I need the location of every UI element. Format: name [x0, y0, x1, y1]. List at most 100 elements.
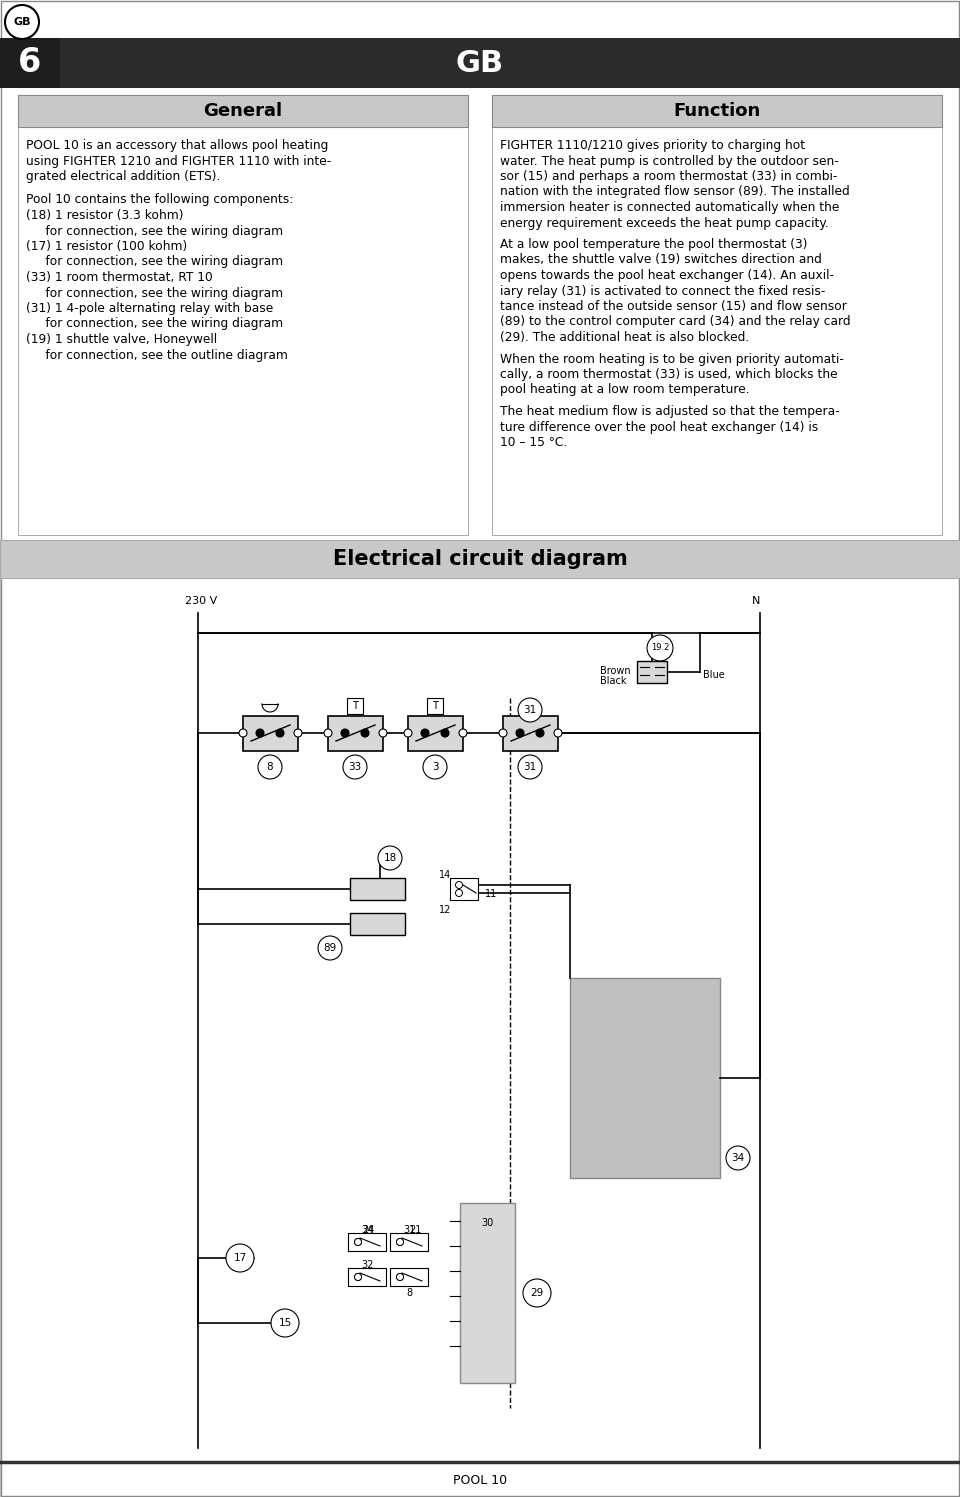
Text: T: T: [432, 701, 438, 711]
Bar: [0, 37, 60, 88]
Bar: [637, 662, 667, 683]
Bar: [0, 37, 960, 88]
Text: 31: 31: [523, 762, 537, 772]
Circle shape: [499, 729, 507, 737]
Circle shape: [536, 729, 544, 737]
Bar: [427, 698, 443, 714]
Bar: [350, 913, 405, 936]
Circle shape: [396, 1274, 403, 1280]
Circle shape: [726, 1147, 750, 1171]
Circle shape: [354, 1238, 362, 1246]
Text: tance instead of the outside sensor (15) and flow sensor: tance instead of the outside sensor (15)…: [500, 299, 847, 313]
Text: Pool 10 contains the following components:: Pool 10 contains the following component…: [26, 193, 293, 207]
Circle shape: [256, 729, 264, 737]
Circle shape: [379, 729, 387, 737]
Text: iary relay (31) is activated to connect the fixed resis-: iary relay (31) is activated to connect …: [500, 284, 826, 298]
Text: 230 V: 230 V: [185, 596, 217, 606]
Circle shape: [354, 1274, 362, 1280]
Text: Electrical circuit diagram: Electrical circuit diagram: [332, 549, 628, 569]
Text: (29). The additional heat is also blocked.: (29). The additional heat is also blocke…: [500, 331, 749, 344]
Bar: [450, 879, 478, 900]
Text: GB: GB: [13, 16, 31, 27]
Text: 12: 12: [439, 906, 451, 915]
Text: Blue: Blue: [703, 671, 725, 680]
Text: nation with the integrated flow sensor (89). The installed: nation with the integrated flow sensor (…: [500, 186, 850, 199]
Bar: [328, 716, 383, 751]
Text: 89: 89: [324, 943, 337, 954]
Text: for connection, see the outline diagram: for connection, see the outline diagram: [26, 349, 288, 361]
Text: GB: GB: [456, 48, 504, 78]
Circle shape: [341, 729, 349, 737]
Circle shape: [455, 882, 463, 889]
Text: sor (15) and perhaps a room thermostat (33) in combi-: sor (15) and perhaps a room thermostat (…: [500, 171, 837, 183]
Circle shape: [518, 754, 542, 778]
Text: (31) 1 4-pole alternating relay with base: (31) 1 4-pole alternating relay with bas…: [26, 302, 274, 314]
Text: using FIGHTER 1210 and FIGHTER 1110 with inte-: using FIGHTER 1210 and FIGHTER 1110 with…: [26, 154, 331, 168]
Circle shape: [441, 729, 449, 737]
Bar: [347, 698, 363, 714]
Bar: [408, 716, 463, 751]
Text: 34: 34: [732, 1153, 745, 1163]
Text: pool heating at a low room temperature.: pool heating at a low room temperature.: [500, 383, 750, 397]
Text: (17) 1 resistor (100 kohm): (17) 1 resistor (100 kohm): [26, 240, 187, 253]
Text: At a low pool temperature the pool thermostat (3): At a low pool temperature the pool therm…: [500, 238, 807, 251]
Text: for connection, see the wiring diagram: for connection, see the wiring diagram: [26, 256, 283, 268]
Text: 10 – 15 °C.: 10 – 15 °C.: [500, 436, 567, 449]
Circle shape: [396, 1274, 403, 1280]
Bar: [348, 1268, 386, 1286]
Circle shape: [276, 729, 284, 737]
Circle shape: [523, 1278, 551, 1307]
Circle shape: [361, 729, 369, 737]
Bar: [350, 879, 405, 900]
Text: makes, the shuttle valve (19) switches direction and: makes, the shuttle valve (19) switches d…: [500, 253, 822, 266]
Text: 18: 18: [383, 853, 396, 862]
Bar: [18, 94, 468, 534]
Circle shape: [396, 1238, 403, 1246]
Circle shape: [647, 635, 673, 662]
Text: energy requirement exceeds the heat pump capacity.: energy requirement exceeds the heat pump…: [500, 217, 828, 229]
Text: Brown: Brown: [600, 666, 631, 677]
Circle shape: [5, 4, 39, 39]
Circle shape: [354, 1274, 362, 1280]
Text: 6: 6: [18, 46, 41, 79]
Bar: [390, 1268, 428, 1286]
Circle shape: [554, 729, 562, 737]
Bar: [348, 1234, 386, 1251]
Bar: [390, 1234, 428, 1251]
Bar: [503, 716, 558, 751]
Text: 21: 21: [409, 1225, 421, 1235]
Circle shape: [239, 729, 247, 737]
Bar: [570, 978, 720, 1178]
Circle shape: [516, 729, 524, 737]
Bar: [0, 540, 960, 578]
Text: 15: 15: [278, 1317, 292, 1328]
Text: 32: 32: [361, 1260, 373, 1269]
Bar: [460, 1204, 515, 1383]
Circle shape: [271, 1308, 299, 1337]
Text: 33: 33: [348, 762, 362, 772]
Text: grated electrical addition (ETS).: grated electrical addition (ETS).: [26, 171, 221, 183]
Circle shape: [423, 754, 447, 778]
Circle shape: [318, 936, 342, 960]
Text: 8: 8: [406, 1287, 412, 1298]
Circle shape: [258, 754, 282, 778]
Text: 8: 8: [267, 762, 274, 772]
Text: (19) 1 shuttle valve, Honeywell: (19) 1 shuttle valve, Honeywell: [26, 332, 217, 346]
Bar: [18, 94, 468, 127]
Circle shape: [518, 698, 542, 722]
Text: The heat medium flow is adjusted so that the tempera-: The heat medium flow is adjusted so that…: [500, 406, 840, 418]
Text: 31: 31: [403, 1225, 415, 1235]
Circle shape: [455, 889, 463, 897]
Circle shape: [294, 729, 302, 737]
Text: for connection, see the wiring diagram: for connection, see the wiring diagram: [26, 317, 283, 331]
Bar: [492, 94, 942, 127]
Text: 31: 31: [523, 705, 537, 716]
Text: N: N: [752, 596, 760, 606]
Text: When the room heating is to be given priority automati-: When the room heating is to be given pri…: [500, 352, 844, 365]
Circle shape: [459, 729, 467, 737]
Text: (18) 1 resistor (3.3 kohm): (18) 1 resistor (3.3 kohm): [26, 210, 183, 222]
Text: General: General: [204, 102, 282, 120]
Text: 3: 3: [432, 762, 439, 772]
Text: immersion heater is connected automatically when the: immersion heater is connected automatica…: [500, 201, 839, 214]
Text: 11: 11: [485, 889, 497, 900]
